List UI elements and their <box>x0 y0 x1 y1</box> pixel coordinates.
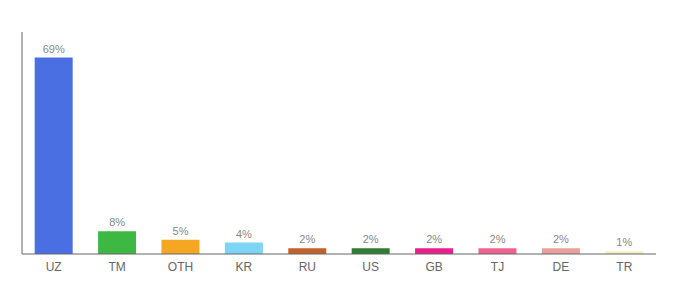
svg-text:TM: TM <box>108 260 125 274</box>
svg-text:KR: KR <box>236 260 253 274</box>
svg-text:RU: RU <box>299 260 316 274</box>
svg-text:2%: 2% <box>299 233 315 245</box>
svg-text:4%: 4% <box>236 228 252 240</box>
svg-text:2%: 2% <box>490 233 506 245</box>
svg-text:TJ: TJ <box>491 260 504 274</box>
svg-text:TR: TR <box>616 260 632 274</box>
svg-text:1%: 1% <box>616 236 632 248</box>
svg-text:UZ: UZ <box>46 260 62 274</box>
svg-text:US: US <box>362 260 379 274</box>
svg-text:GB: GB <box>425 260 442 274</box>
svg-text:DE: DE <box>553 260 570 274</box>
svg-text:2%: 2% <box>553 233 569 245</box>
svg-text:OTH: OTH <box>168 260 193 274</box>
svg-text:2%: 2% <box>426 233 442 245</box>
svg-text:2%: 2% <box>363 233 379 245</box>
svg-text:8%: 8% <box>109 216 125 228</box>
svg-text:69%: 69% <box>43 43 65 55</box>
svg-text:5%: 5% <box>173 225 189 237</box>
